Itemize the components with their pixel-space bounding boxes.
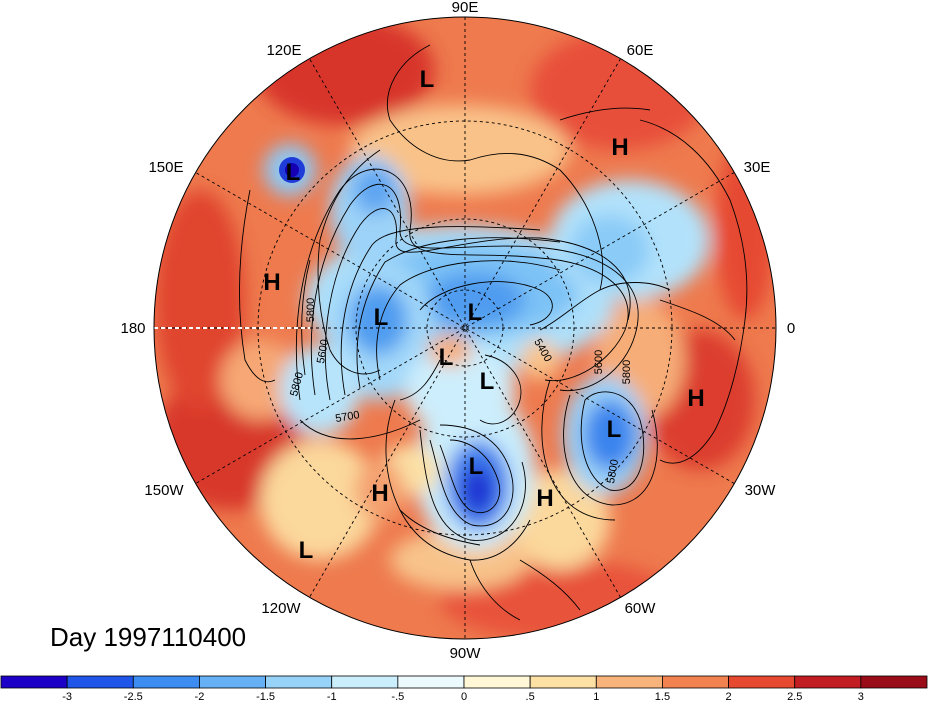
colorbar-swatch: [265, 675, 333, 689]
colorbar-swatch: [728, 675, 796, 689]
lon-label-90w: 90W: [450, 645, 482, 662]
contour-label: 5600: [315, 338, 331, 364]
low-pressure-marker: L: [607, 416, 622, 443]
colorbar-swatch: [397, 675, 465, 689]
colorbar-tick-label: 3: [858, 691, 864, 702]
colorbar-swatch: [595, 675, 663, 689]
low-pressure-marker: L: [420, 66, 435, 93]
colorbar-swatch: [662, 675, 729, 689]
lon-label-30w: 30W: [745, 482, 777, 499]
high-pressure-marker: H: [263, 269, 280, 296]
anomaly-field: [154, 17, 776, 639]
high-pressure-marker: H: [371, 480, 388, 507]
lon-label-0: 0: [787, 320, 795, 337]
lon-label-150w: 150W: [144, 482, 184, 499]
lon-label-150e: 150E: [148, 159, 183, 176]
low-pressure-marker: L: [469, 453, 484, 480]
high-pressure-marker: H: [536, 485, 553, 512]
lon-label-90e: 90E: [452, 0, 479, 16]
height-contours: [296, 168, 658, 541]
colorbar-tick-label: 1: [593, 691, 599, 702]
contour-label: 5800: [621, 360, 633, 384]
colorbar-swatch: [66, 675, 134, 689]
colorbar-swatch: [529, 675, 597, 689]
low-pressure-marker: L: [439, 344, 454, 371]
colorbar-tick-label: .5: [526, 691, 535, 702]
low-pressure-marker: L: [480, 368, 495, 395]
lon-label-180: 180: [120, 320, 145, 337]
colorbar-tick-label: -3: [62, 691, 72, 702]
colorbar-swatch: [132, 675, 200, 689]
lon-label-30e: 30E: [744, 159, 771, 176]
colorbar-tick-label: -1: [327, 691, 337, 702]
contour-label: 5800: [305, 298, 317, 322]
high-pressure-marker: H: [611, 134, 628, 161]
high-pressure-marker: H: [687, 385, 704, 412]
low-pressure-marker: L: [299, 537, 314, 564]
pressure-systems: L H L H L L L L H L L H H L: [263, 66, 704, 564]
coastlines: [239, 44, 748, 621]
colorbar-tick-label: 2.5: [787, 691, 802, 702]
lon-label-120e: 120E: [266, 42, 301, 59]
map-boundary: [153, 16, 777, 640]
low-pressure-marker: L: [468, 299, 483, 326]
contour-label: 5800: [605, 458, 621, 484]
colorbar-swatch: [331, 675, 399, 689]
colorbar-tick-label: 2: [726, 691, 732, 702]
colorbar-tick-label: 0: [461, 691, 467, 702]
colorbar-swatch: [0, 675, 68, 689]
meridians: [154, 17, 776, 639]
colorbar-tick-label: -2: [195, 691, 205, 702]
colorbar-swatch: [463, 675, 531, 689]
colorbar-tick-label: -2.5: [124, 691, 143, 702]
colorbar-tick-label: -1.5: [256, 691, 275, 702]
lon-label-60w: 60W: [625, 600, 657, 617]
contour-label: 5700: [334, 409, 360, 425]
date-label: Day 1997110400: [50, 622, 246, 652]
lon-label-60e: 60E: [627, 42, 654, 59]
colorbar-swatch: [199, 675, 266, 689]
longitude-labels: 90E 60E 30E 0 30W 60W 90W 120W 150W 180 …: [120, 0, 795, 662]
contour-label: 5600: [593, 350, 605, 374]
colorbar-tick-label: 1.5: [655, 691, 670, 702]
colorbar-swatch: [860, 675, 928, 689]
low-pressure-marker: L: [286, 159, 301, 186]
colorbar: -3 -2.5 -2 -1.5 -1 -.5 0 .5 1 1.5 2 2.5 3: [0, 675, 928, 702]
lon-label-120w: 120W: [261, 600, 301, 617]
colorbar-swatch: [794, 675, 862, 689]
colorbar-tick-label: -.5: [391, 691, 404, 702]
low-pressure-marker: L: [374, 304, 389, 331]
